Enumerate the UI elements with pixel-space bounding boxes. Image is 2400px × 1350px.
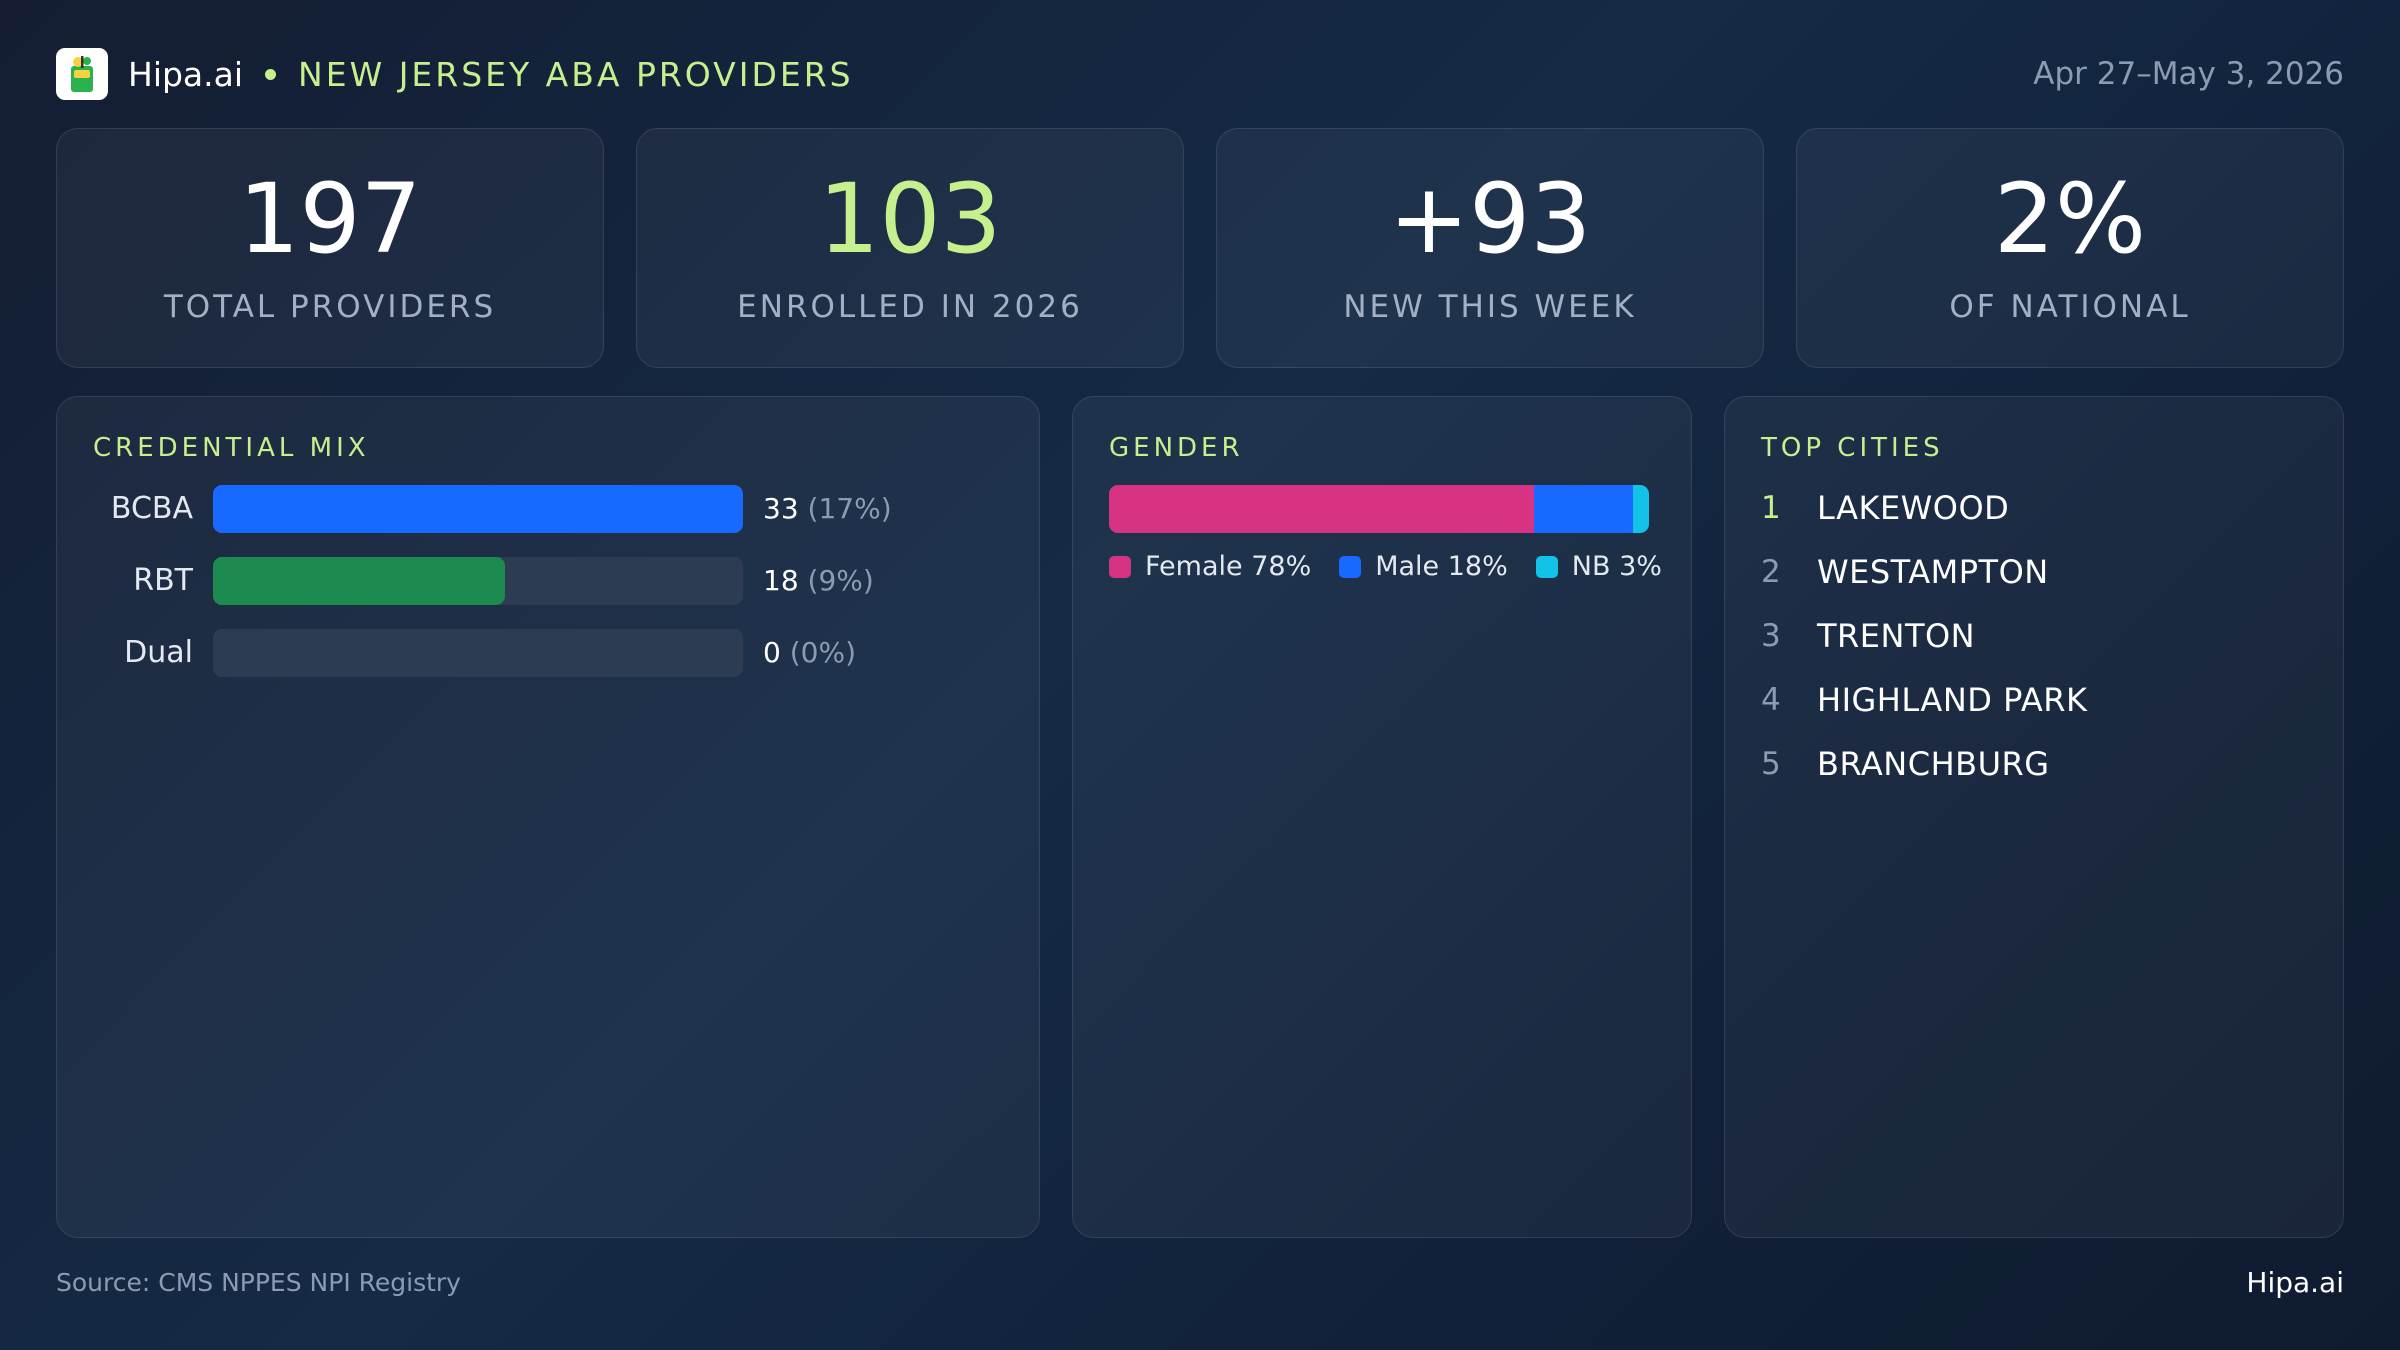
stat-value: 103 bbox=[818, 163, 1002, 275]
credential-bar-fill bbox=[213, 485, 743, 533]
city-rank: 1 bbox=[1761, 490, 1781, 526]
date-range: Apr 27–May 3, 2026 bbox=[2033, 56, 2344, 92]
stat-card-enrolled: 103 ENROLLED IN 2026 bbox=[636, 128, 1184, 368]
credential-label: RBT bbox=[133, 563, 193, 598]
top-cities-panel: TOP CITIES 1 LAKEWOOD 2 WESTAMPTON 3 TRE… bbox=[1724, 396, 2344, 1238]
stat-label: NEW THIS WEEK bbox=[1343, 289, 1637, 325]
legend-item-male: Male 18% bbox=[1339, 551, 1508, 582]
credential-value: 33 (17%) bbox=[763, 485, 892, 533]
credential-row-rbt: RBT 18 (9%) bbox=[57, 557, 1039, 605]
city-name: WESTAMPTON bbox=[1817, 553, 2049, 591]
city-name: BRANCHBURG bbox=[1817, 745, 2050, 783]
credential-percent: (17%) bbox=[807, 492, 892, 525]
credential-bar-fill bbox=[213, 557, 505, 605]
source-note: Source: CMS NPPES NPI Registry bbox=[56, 1268, 461, 1297]
page-title: NEW JERSEY ABA PROVIDERS bbox=[298, 54, 854, 94]
city-rank: 4 bbox=[1761, 682, 1781, 718]
stat-card-new-this-week: +93 NEW THIS WEEK bbox=[1216, 128, 1764, 368]
legend-label: Female 78% bbox=[1145, 551, 1312, 582]
credential-row-bcba: BCBA 33 (17%) bbox=[57, 485, 1039, 533]
gender-legend: Female 78% Male 18% NB 3% bbox=[1109, 551, 1662, 582]
city-name: LAKEWOOD bbox=[1817, 489, 2010, 527]
drink-cup-icon bbox=[71, 56, 93, 92]
credential-label: Dual bbox=[124, 635, 193, 670]
stats-row: 197 TOTAL PROVIDERS 103 ENROLLED IN 2026… bbox=[56, 128, 2344, 368]
header: Hipa.ai NEW JERSEY ABA PROVIDERS Apr 27–… bbox=[56, 46, 2344, 102]
gender-panel: GENDER Female 78% Male 18% NB 3% bbox=[1072, 396, 1692, 1238]
credential-percent: (0%) bbox=[789, 636, 857, 669]
logo bbox=[56, 48, 108, 100]
credential-bar-track bbox=[213, 557, 743, 605]
credential-row-dual: Dual 0 (0%) bbox=[57, 629, 1039, 677]
gender-segment-female bbox=[1109, 485, 1535, 533]
panel-title: GENDER bbox=[1109, 433, 1244, 463]
gender-segment-male bbox=[1534, 485, 1633, 533]
legend-item-nb: NB 3% bbox=[1535, 551, 1662, 582]
stat-value: 2% bbox=[1993, 163, 2147, 275]
brand-name: Hipa.ai bbox=[128, 54, 244, 94]
city-row: 5 BRANCHBURG bbox=[1761, 739, 2050, 789]
credential-value: 0 (0%) bbox=[763, 629, 856, 677]
stat-card-total-providers: 197 TOTAL PROVIDERS bbox=[56, 128, 604, 368]
stat-label: TOTAL PROVIDERS bbox=[163, 289, 497, 325]
credential-count: 18 bbox=[763, 564, 799, 597]
city-rank: 5 bbox=[1761, 746, 1781, 782]
panel-title: CREDENTIAL MIX bbox=[93, 433, 370, 463]
legend-label: Male 18% bbox=[1375, 551, 1508, 582]
city-name: TRENTON bbox=[1817, 617, 1976, 655]
footer-brand: Hipa.ai bbox=[2246, 1266, 2344, 1299]
credential-value: 18 (9%) bbox=[763, 557, 874, 605]
legend-swatch bbox=[1339, 555, 1362, 578]
city-row: 3 TRENTON bbox=[1761, 611, 1975, 661]
credential-mix-panel: CREDENTIAL MIX BCBA 33 (17%) RBT 18 (9%)… bbox=[56, 396, 1040, 1238]
city-name: HIGHLAND PARK bbox=[1817, 681, 2088, 719]
gender-segment-nb bbox=[1632, 485, 1649, 533]
separator-dot bbox=[265, 68, 277, 80]
legend-swatch bbox=[1535, 555, 1558, 578]
gender-stacked-bar bbox=[1109, 485, 1649, 533]
city-rank: 2 bbox=[1761, 554, 1781, 590]
credential-bar-track bbox=[213, 629, 743, 677]
legend-swatch bbox=[1109, 555, 1131, 578]
legend-label: NB 3% bbox=[1571, 551, 1662, 582]
city-row: 4 HIGHLAND PARK bbox=[1761, 675, 2087, 725]
city-rank: 3 bbox=[1761, 618, 1781, 654]
panel-title: TOP CITIES bbox=[1761, 433, 1944, 463]
legend-item-female: Female 78% bbox=[1109, 551, 1311, 582]
stat-card-of-national: 2% OF NATIONAL bbox=[1796, 128, 2344, 368]
credential-percent: (9%) bbox=[807, 564, 874, 597]
stat-value: +93 bbox=[1388, 163, 1592, 275]
city-row: 2 WESTAMPTON bbox=[1761, 547, 2049, 597]
stat-label: ENROLLED IN 2026 bbox=[737, 289, 1083, 325]
stat-value: 197 bbox=[238, 163, 422, 275]
city-row: 1 LAKEWOOD bbox=[1761, 483, 2009, 533]
credential-label: BCBA bbox=[110, 491, 193, 526]
credential-count: 0 bbox=[763, 636, 781, 669]
stat-label: OF NATIONAL bbox=[1949, 289, 2191, 325]
credential-bar-track bbox=[213, 485, 743, 533]
credential-count: 33 bbox=[763, 492, 799, 525]
